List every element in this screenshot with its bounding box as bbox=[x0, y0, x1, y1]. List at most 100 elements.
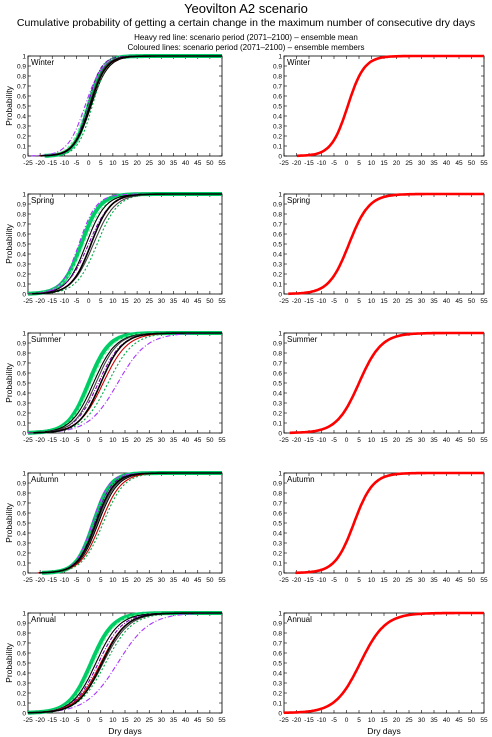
x-tick-label: 5 bbox=[99, 437, 103, 444]
x-tick-label: 55 bbox=[480, 577, 488, 584]
x-tick-label: -10 bbox=[317, 160, 327, 167]
y-tick-label: 0.5 bbox=[17, 661, 26, 668]
x-tick-label: -25 bbox=[279, 298, 289, 305]
x-tick-label: -10 bbox=[317, 717, 327, 724]
x-tick-label: 5 bbox=[357, 717, 361, 724]
x-tick-label: -5 bbox=[331, 298, 337, 305]
x-tick-label: 40 bbox=[443, 160, 451, 167]
x-tick-label: 40 bbox=[443, 577, 451, 584]
y-tick-label: 0.2 bbox=[273, 411, 282, 418]
x-tick-label: -20 bbox=[292, 717, 302, 724]
x-tick-label: 45 bbox=[455, 437, 463, 444]
x-tick-label: -15 bbox=[304, 437, 314, 444]
y-tick-label: 0.8 bbox=[17, 351, 26, 358]
x-tick-label: 20 bbox=[393, 160, 401, 167]
y-tick-label: 0.5 bbox=[273, 381, 282, 388]
y-tick-label: 0.9 bbox=[17, 341, 26, 348]
x-tick-label: 0 bbox=[345, 160, 349, 167]
figure-subtitle: Cumulative probability of getting a cert… bbox=[16, 17, 476, 29]
x-tick-label: 50 bbox=[468, 577, 476, 584]
x-tick-label: 30 bbox=[418, 717, 426, 724]
x-tick-label: 30 bbox=[158, 577, 166, 584]
ensemble-mean-line bbox=[39, 472, 222, 574]
season-label: Summer bbox=[31, 335, 62, 344]
x-tick-label: 25 bbox=[146, 577, 154, 584]
y-tick-label: 0.4 bbox=[17, 391, 26, 398]
x-tick-label: 45 bbox=[194, 298, 202, 305]
x-tick-label: 0 bbox=[87, 437, 91, 444]
x-tick-label: 40 bbox=[182, 577, 190, 584]
y-tick-label: 0 bbox=[278, 711, 282, 718]
x-tick-label: -5 bbox=[74, 298, 80, 305]
y-tick-label: 0.3 bbox=[273, 541, 282, 548]
figure-title: Yeovilton A2 scenario bbox=[184, 1, 308, 16]
x-tick-label: 25 bbox=[146, 717, 154, 724]
x-tick-label: 50 bbox=[468, 437, 476, 444]
y-tick-label: 0.8 bbox=[17, 491, 26, 498]
plot-area-left-annual bbox=[27, 612, 223, 714]
y-tick-label: 0 bbox=[278, 571, 282, 578]
y-tick-label: 0 bbox=[278, 154, 282, 161]
y-tick-label: 0.2 bbox=[17, 551, 26, 558]
plot-area-left-winter bbox=[27, 55, 223, 157]
y-tick-label: 0.3 bbox=[273, 401, 282, 408]
x-tick-label: 15 bbox=[380, 717, 388, 724]
x-tick-label: 10 bbox=[368, 160, 376, 167]
y-tick-label: 0.5 bbox=[273, 661, 282, 668]
plot-area-left-autumn bbox=[27, 472, 223, 574]
x-tick-label: 25 bbox=[146, 160, 154, 167]
y-tick-label: 0 bbox=[22, 292, 26, 299]
y-tick-label: 0.4 bbox=[273, 671, 282, 678]
ensemble-mean-line bbox=[289, 331, 484, 435]
x-tick-label: 55 bbox=[218, 437, 226, 444]
y-tick-label: 0.5 bbox=[17, 381, 26, 388]
y-tick-label: 0.9 bbox=[273, 64, 282, 71]
x-tick-label: 45 bbox=[455, 717, 463, 724]
season-label: Spring bbox=[287, 196, 310, 205]
x-axis-label: Dry days bbox=[367, 726, 401, 736]
y-tick-label: 0.6 bbox=[273, 94, 282, 101]
y-tick-label: 0.8 bbox=[273, 351, 282, 358]
y-tick-label: 1 bbox=[278, 471, 282, 478]
y-tick-label: 0.6 bbox=[273, 511, 282, 518]
ensemble-mean-line bbox=[27, 612, 222, 714]
y-tick-label: 0.2 bbox=[17, 691, 26, 698]
x-tick-label: -15 bbox=[48, 298, 58, 305]
x-tick-label: -20 bbox=[35, 298, 45, 305]
y-tick-label: 0.5 bbox=[273, 104, 282, 111]
ensemble-mean-line bbox=[32, 193, 222, 295]
y-tick-label: 0.3 bbox=[17, 541, 26, 548]
x-tick-label: 25 bbox=[146, 298, 154, 305]
x-tick-label: 30 bbox=[418, 160, 426, 167]
x-tick-label: 10 bbox=[109, 717, 117, 724]
y-tick-label: 1 bbox=[22, 192, 26, 199]
x-tick-label: -15 bbox=[48, 577, 58, 584]
y-tick-label: 1 bbox=[22, 331, 26, 338]
member-line-6 bbox=[39, 472, 222, 574]
season-label: Summer bbox=[287, 335, 318, 344]
y-tick-label: 0 bbox=[22, 154, 26, 161]
x-tick-label: -25 bbox=[279, 577, 289, 584]
y-tick-label: 0.1 bbox=[17, 701, 26, 708]
x-tick-label: 35 bbox=[170, 160, 178, 167]
y-tick-label: 0.5 bbox=[17, 104, 26, 111]
y-tick-label: 0.9 bbox=[273, 481, 282, 488]
x-tick-label: 10 bbox=[109, 298, 117, 305]
x-tick-label: 10 bbox=[368, 437, 376, 444]
x-tick-label: -25 bbox=[23, 437, 33, 444]
x-tick-label: 45 bbox=[455, 160, 463, 167]
season-label: Spring bbox=[31, 196, 54, 205]
y-tick-label: 0.4 bbox=[273, 114, 282, 121]
y-tick-label: 0.6 bbox=[17, 511, 26, 518]
x-tick-label: 55 bbox=[480, 160, 488, 167]
x-tick-label: 40 bbox=[443, 717, 451, 724]
ensemble-mean-line bbox=[33, 332, 222, 434]
y-tick-label: 0 bbox=[22, 711, 26, 718]
x-tick-label: 15 bbox=[380, 577, 388, 584]
y-tick-label: 0.9 bbox=[17, 202, 26, 209]
x-tick-label: 40 bbox=[182, 298, 190, 305]
x-tick-label: -20 bbox=[292, 577, 302, 584]
y-tick-label: 0.8 bbox=[17, 212, 26, 219]
y-tick-label: 0.9 bbox=[17, 621, 26, 628]
x-tick-label: 0 bbox=[345, 298, 349, 305]
